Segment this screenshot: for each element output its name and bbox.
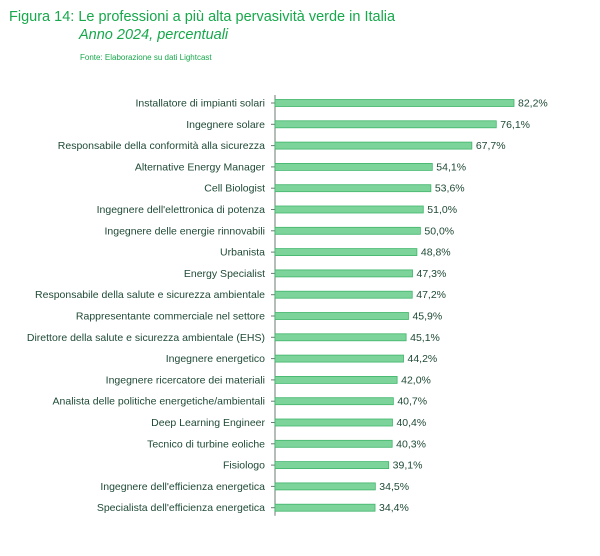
data-label: 39,1%: [393, 460, 423, 472]
data-label: 34,5%: [379, 481, 409, 493]
bar: [274, 439, 393, 448]
bar: [274, 461, 390, 470]
data-label: 47,3%: [417, 268, 447, 280]
category-label: Ingegnere ricercatore dei materiali: [106, 374, 265, 386]
category-label: Tecnico di turbine eoliche: [147, 438, 265, 450]
data-label: 45,1%: [410, 332, 440, 344]
data-label: 45,9%: [412, 311, 442, 323]
category-label: Rappresentante commerciale nel settore: [76, 311, 265, 323]
data-label: 40,7%: [397, 396, 427, 408]
bar: [274, 290, 413, 299]
category-label: Ingegnere energetico: [166, 353, 265, 365]
category-label: Ingegnere delle energie rinnovabili: [104, 225, 265, 237]
data-label: 51,0%: [427, 204, 457, 216]
category-label: Direttore della salute e sicurezza ambie…: [27, 332, 265, 344]
data-label: 50,0%: [424, 225, 454, 237]
data-label: 48,8%: [421, 247, 451, 259]
bar: [274, 269, 413, 278]
data-label: 53,6%: [435, 183, 465, 195]
bar: [274, 205, 424, 214]
bar: [274, 482, 376, 491]
bar: [274, 226, 421, 235]
bar: [274, 418, 393, 427]
category-label: Alternative Energy Manager: [135, 161, 266, 173]
bar: [274, 375, 398, 384]
data-label: 54,1%: [436, 161, 466, 173]
bar: [274, 397, 394, 406]
category-label: Specialista dell'efficienza energetica: [97, 502, 265, 514]
bar: [274, 503, 376, 512]
category-label: Ingegnere dell'efficienza energetica: [100, 481, 265, 493]
category-label: Fisiologo: [223, 460, 265, 472]
data-label: 34,4%: [379, 502, 409, 514]
bar: [274, 162, 433, 171]
bar: [274, 99, 515, 107]
category-label: Installatore di impianti solari: [135, 98, 265, 110]
category-label: Ingegnere solare: [186, 119, 265, 131]
category-label: Ingegnere dell'elettronica di potenza: [97, 204, 266, 216]
figure-title: Figura 14: Le professioni a più alta per…: [9, 9, 396, 25]
data-label: 67,7%: [476, 140, 506, 152]
category-label: Responsabile della salute e sicurezza am…: [35, 289, 265, 301]
category-label: Responsabile della conformità alla sicur…: [58, 140, 265, 152]
category-label: Analista delle politiche energetiche/amb…: [53, 396, 265, 408]
bar: [274, 354, 404, 363]
data-label: 47,2%: [416, 289, 446, 301]
figure-source: Fonte: Elaborazione su dati Lightcast: [80, 53, 212, 62]
data-label: 76,1%: [500, 119, 530, 131]
data-label: 40,4%: [396, 417, 426, 429]
category-label: Urbanista: [220, 247, 265, 259]
category-label: Deep Learning Engineer: [151, 417, 265, 429]
category-label: Energy Specialist: [184, 268, 265, 280]
data-label: 42,0%: [401, 374, 431, 386]
figure-subtitle: Anno 2024, percentuali: [79, 27, 229, 43]
bar: [274, 248, 418, 257]
data-label: 82,2%: [518, 98, 548, 110]
data-label: 40,3%: [396, 438, 426, 450]
bar: [274, 120, 497, 129]
category-label: Cell Biologist: [204, 183, 265, 195]
bar: [274, 184, 432, 193]
bar: [274, 333, 407, 342]
data-label: 44,2%: [408, 353, 438, 365]
bar: [274, 312, 409, 320]
bar: [274, 141, 473, 150]
